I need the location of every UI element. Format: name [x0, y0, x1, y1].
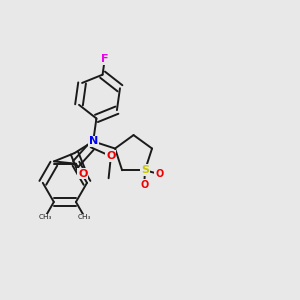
Text: O: O: [106, 151, 116, 161]
Text: O: O: [140, 180, 148, 190]
Text: F: F: [101, 54, 109, 64]
Text: O: O: [155, 169, 164, 179]
Text: O: O: [78, 169, 87, 178]
Text: CH₃: CH₃: [38, 214, 52, 220]
Text: N: N: [88, 136, 98, 146]
Text: CH₃: CH₃: [78, 214, 92, 220]
Text: S: S: [141, 165, 149, 175]
